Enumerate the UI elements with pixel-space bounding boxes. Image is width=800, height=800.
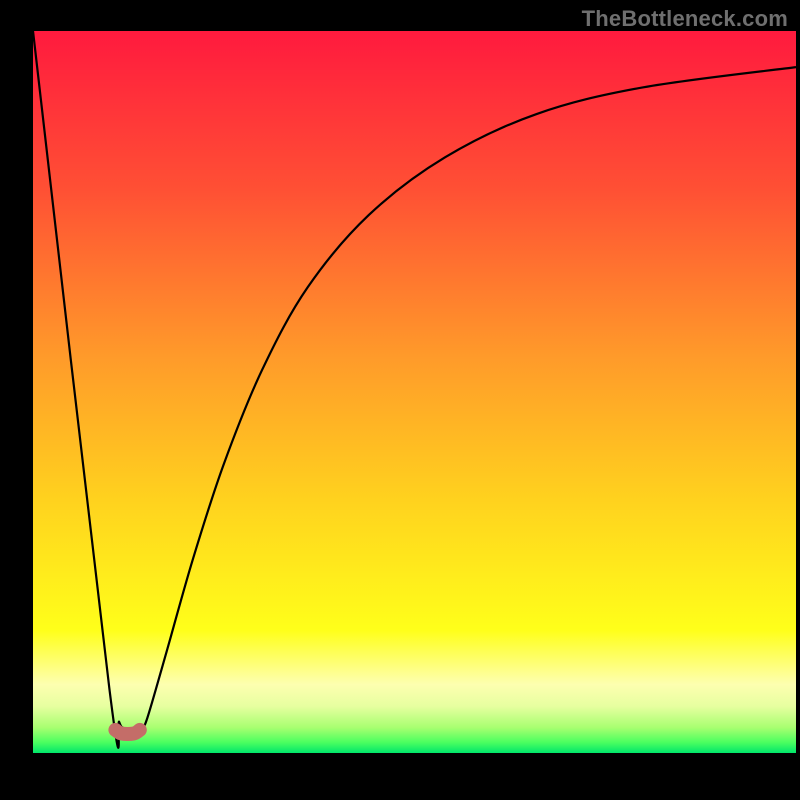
chart-svg bbox=[0, 0, 800, 800]
optimum-marker bbox=[115, 730, 139, 734]
bottleneck-chart: TheBottleneck.com bbox=[0, 0, 800, 800]
watermark-text: TheBottleneck.com bbox=[582, 6, 788, 32]
